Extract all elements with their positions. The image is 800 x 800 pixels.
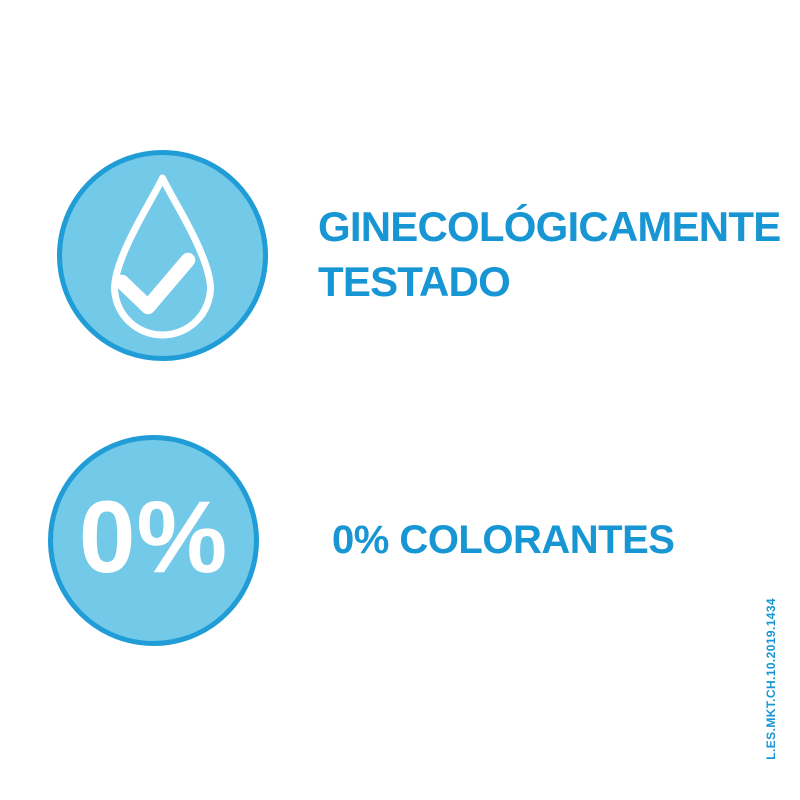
regulatory-code: L.ES.MKT.CH.10.2019.1434 <box>764 598 778 760</box>
water-drop-check-badge <box>57 150 268 361</box>
claim-label-gyno-tested: GINECOLÓGICAMENTE TESTADO <box>318 203 781 305</box>
zero-percent-text: 0% <box>78 479 229 594</box>
claim-label-zero-colorants: 0% COLORANTES <box>332 518 675 562</box>
zero-percent-badge: 0% <box>48 435 259 646</box>
water-drop-check-icon <box>111 174 214 339</box>
